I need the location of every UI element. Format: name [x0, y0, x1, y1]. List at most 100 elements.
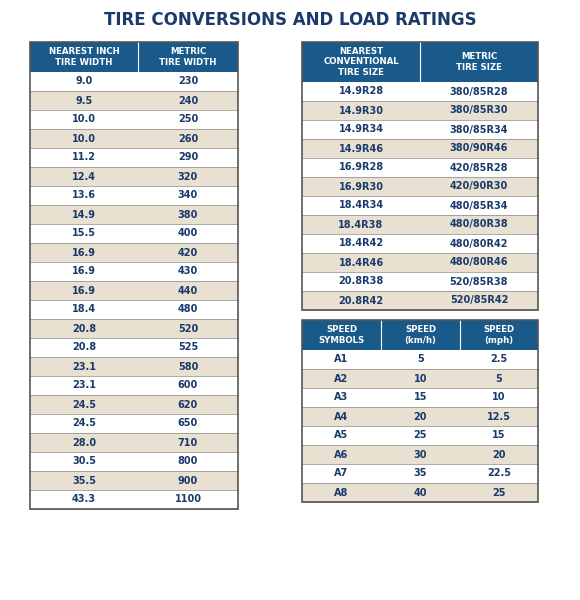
Bar: [302, 158, 420, 177]
Text: 600: 600: [178, 380, 198, 391]
Bar: [138, 376, 238, 395]
Text: 520: 520: [178, 323, 198, 334]
Bar: [381, 388, 460, 407]
Text: 24.5: 24.5: [72, 400, 96, 409]
Bar: [302, 253, 420, 272]
Bar: [302, 196, 420, 215]
Text: 18.4R46: 18.4R46: [339, 257, 383, 268]
Bar: [30, 42, 138, 72]
Text: SPEED
(mph): SPEED (mph): [484, 325, 514, 345]
Bar: [460, 388, 538, 407]
Bar: [30, 148, 138, 167]
Text: 580: 580: [178, 361, 198, 371]
Bar: [302, 42, 538, 310]
Text: 380: 380: [178, 209, 198, 220]
Text: NEAREST
CONVENTIONAL
TIRE SIZE: NEAREST CONVENTIONAL TIRE SIZE: [323, 47, 399, 77]
Text: 480/80R46: 480/80R46: [450, 257, 508, 268]
Text: 800: 800: [178, 457, 198, 467]
Text: 23.1: 23.1: [72, 361, 96, 371]
Text: 15.5: 15.5: [72, 229, 96, 238]
Text: 20: 20: [492, 449, 506, 460]
Bar: [420, 253, 538, 272]
Text: 35.5: 35.5: [72, 475, 96, 485]
Bar: [138, 205, 238, 224]
Text: 18.4R42: 18.4R42: [339, 238, 383, 248]
Bar: [30, 357, 138, 376]
Bar: [381, 464, 460, 483]
Bar: [302, 464, 381, 483]
Text: 15: 15: [492, 431, 506, 440]
Text: 420/90R30: 420/90R30: [450, 181, 508, 191]
Text: 18.4R34: 18.4R34: [339, 200, 383, 211]
Bar: [460, 445, 538, 464]
Text: 480/80R38: 480/80R38: [450, 220, 508, 229]
Bar: [460, 426, 538, 445]
Bar: [30, 452, 138, 471]
Text: 250: 250: [178, 115, 198, 124]
Text: 480: 480: [178, 304, 198, 314]
Text: 380/90R46: 380/90R46: [450, 143, 508, 154]
Text: 24.5: 24.5: [72, 419, 96, 428]
Text: 23.1: 23.1: [72, 380, 96, 391]
Bar: [460, 369, 538, 388]
Bar: [302, 42, 420, 82]
Text: METRIC
TIRE WIDTH: METRIC TIRE WIDTH: [160, 47, 217, 67]
Text: TIRE CONVERSIONS AND LOAD RATINGS: TIRE CONVERSIONS AND LOAD RATINGS: [104, 11, 476, 29]
Text: 5: 5: [417, 355, 424, 364]
Bar: [30, 167, 138, 186]
Bar: [138, 110, 238, 129]
Text: SPEED
(km/h): SPEED (km/h): [405, 325, 436, 345]
Text: 16.9R30: 16.9R30: [339, 181, 383, 191]
Bar: [302, 215, 420, 234]
Bar: [420, 177, 538, 196]
Bar: [381, 407, 460, 426]
Bar: [460, 464, 538, 483]
Bar: [302, 320, 538, 502]
Text: 525: 525: [178, 343, 198, 352]
Text: A5: A5: [335, 431, 349, 440]
Text: 380/85R34: 380/85R34: [450, 124, 508, 134]
Bar: [420, 158, 538, 177]
Bar: [460, 350, 538, 369]
Bar: [138, 42, 238, 72]
Text: 40: 40: [414, 487, 427, 497]
Text: 240: 240: [178, 95, 198, 106]
Bar: [30, 243, 138, 262]
Text: 11.2: 11.2: [72, 152, 96, 163]
Bar: [302, 320, 381, 350]
Bar: [420, 272, 538, 291]
Text: 15: 15: [414, 392, 427, 403]
Bar: [30, 376, 138, 395]
Bar: [302, 291, 420, 310]
Text: 480/80R42: 480/80R42: [450, 238, 508, 248]
Bar: [138, 72, 238, 91]
Bar: [138, 91, 238, 110]
Bar: [460, 320, 538, 350]
Bar: [30, 205, 138, 224]
Bar: [30, 319, 138, 338]
Text: 10.0: 10.0: [72, 115, 96, 124]
Text: 520/85R42: 520/85R42: [450, 295, 508, 305]
Text: 440: 440: [178, 286, 198, 295]
Bar: [302, 483, 381, 502]
Bar: [138, 243, 238, 262]
Text: 43.3: 43.3: [72, 494, 96, 505]
Bar: [302, 350, 381, 369]
Text: 5: 5: [496, 373, 502, 383]
Bar: [381, 320, 460, 350]
Bar: [302, 388, 381, 407]
Bar: [138, 281, 238, 300]
Bar: [381, 369, 460, 388]
Bar: [30, 262, 138, 281]
Bar: [302, 177, 420, 196]
Text: 30.5: 30.5: [72, 457, 96, 467]
Bar: [381, 426, 460, 445]
Bar: [30, 110, 138, 129]
Bar: [30, 414, 138, 433]
Bar: [420, 215, 538, 234]
Text: 14.9R30: 14.9R30: [339, 106, 383, 115]
Bar: [138, 471, 238, 490]
Bar: [420, 42, 538, 82]
Text: 710: 710: [178, 437, 198, 448]
Text: 35: 35: [414, 469, 427, 479]
